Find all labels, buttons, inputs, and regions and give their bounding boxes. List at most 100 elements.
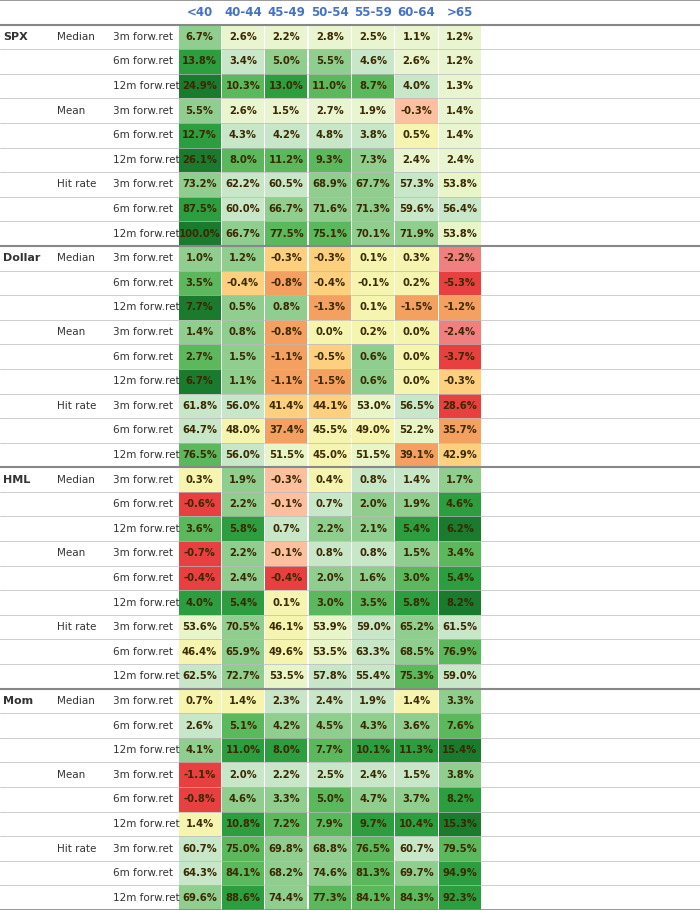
Text: 12m forw.ret: 12m forw.ret xyxy=(113,376,180,386)
Text: 69.7%: 69.7% xyxy=(399,868,434,878)
Text: 2.4%: 2.4% xyxy=(359,770,387,780)
Bar xyxy=(395,468,438,492)
Bar xyxy=(222,197,264,221)
Bar xyxy=(395,885,438,910)
Bar xyxy=(439,221,481,246)
Text: 0.1%: 0.1% xyxy=(272,598,300,608)
Bar xyxy=(352,763,394,787)
Text: 0.1%: 0.1% xyxy=(359,253,387,263)
Text: 62.2%: 62.2% xyxy=(225,179,260,189)
Bar xyxy=(352,369,394,393)
Bar xyxy=(352,566,394,591)
Text: 0.3%: 0.3% xyxy=(186,475,214,485)
Text: 2.4%: 2.4% xyxy=(316,696,344,706)
Text: 7.7%: 7.7% xyxy=(186,302,214,312)
Bar xyxy=(395,787,438,812)
Bar xyxy=(178,468,220,492)
Bar xyxy=(439,492,481,517)
Bar xyxy=(395,197,438,221)
Bar xyxy=(222,836,264,861)
Bar xyxy=(309,295,351,319)
Text: 45.5%: 45.5% xyxy=(312,425,347,435)
Text: 6m forw.ret: 6m forw.ret xyxy=(113,647,174,657)
Text: 10.4%: 10.4% xyxy=(399,819,434,829)
Text: 66.7%: 66.7% xyxy=(269,204,304,214)
Bar xyxy=(395,492,438,517)
Bar xyxy=(309,713,351,738)
Bar xyxy=(439,344,481,369)
Bar xyxy=(395,738,438,763)
Text: 0.8%: 0.8% xyxy=(359,475,387,485)
Bar xyxy=(395,836,438,861)
Bar xyxy=(439,591,481,615)
Bar xyxy=(439,836,481,861)
Bar xyxy=(265,319,307,344)
Text: 68.8%: 68.8% xyxy=(312,844,347,854)
Bar xyxy=(178,836,220,861)
Text: 9.3%: 9.3% xyxy=(316,155,344,165)
Text: -2.2%: -2.2% xyxy=(444,253,476,263)
Text: 1.4%: 1.4% xyxy=(186,327,214,337)
Bar xyxy=(222,689,264,713)
Bar xyxy=(178,123,220,147)
Bar xyxy=(439,787,481,812)
Text: -0.4%: -0.4% xyxy=(314,278,346,288)
Text: 2.2%: 2.2% xyxy=(272,770,300,780)
Text: 5.4%: 5.4% xyxy=(446,573,474,583)
Text: 3m forw.ret: 3m forw.ret xyxy=(113,106,174,116)
Bar xyxy=(265,861,307,885)
Text: 12m forw.ret: 12m forw.ret xyxy=(113,893,180,903)
Text: 1.2%: 1.2% xyxy=(229,253,257,263)
Text: 1.4%: 1.4% xyxy=(402,475,430,485)
Bar xyxy=(178,664,220,689)
Text: 6m forw.ret: 6m forw.ret xyxy=(113,278,174,288)
Bar xyxy=(222,123,264,147)
Bar xyxy=(309,640,351,664)
Bar xyxy=(309,393,351,418)
Bar xyxy=(309,787,351,812)
Text: 55-59: 55-59 xyxy=(354,5,392,19)
Text: 3m forw.ret: 3m forw.ret xyxy=(113,770,174,780)
Text: -0.1%: -0.1% xyxy=(357,278,389,288)
Text: 57.8%: 57.8% xyxy=(312,672,347,682)
Bar xyxy=(222,270,264,295)
Text: 6.2%: 6.2% xyxy=(446,524,474,534)
Text: 13.0%: 13.0% xyxy=(269,81,304,91)
Text: 76.9%: 76.9% xyxy=(442,647,477,657)
Text: 12m forw.ret: 12m forw.ret xyxy=(113,81,180,91)
Text: 76.5%: 76.5% xyxy=(182,450,217,460)
Text: 6m forw.ret: 6m forw.ret xyxy=(113,721,174,731)
Text: 8.2%: 8.2% xyxy=(446,598,474,608)
Text: 45.0%: 45.0% xyxy=(312,450,347,460)
Text: 7.3%: 7.3% xyxy=(359,155,387,165)
Bar xyxy=(352,836,394,861)
Text: 64.7%: 64.7% xyxy=(182,425,217,435)
Text: 70.1%: 70.1% xyxy=(356,228,391,238)
Text: 3m forw.ret: 3m forw.ret xyxy=(113,549,174,559)
Bar xyxy=(439,295,481,319)
Bar xyxy=(265,468,307,492)
Bar xyxy=(395,418,438,442)
Bar xyxy=(178,763,220,787)
Text: 56.4%: 56.4% xyxy=(442,204,477,214)
Text: 4.1%: 4.1% xyxy=(186,745,214,755)
Text: Median: Median xyxy=(57,475,95,485)
Text: 50-54: 50-54 xyxy=(311,5,349,19)
Bar xyxy=(178,689,220,713)
Text: 75.0%: 75.0% xyxy=(225,844,260,854)
Bar xyxy=(395,393,438,418)
Text: 53.5%: 53.5% xyxy=(269,672,304,682)
Bar xyxy=(309,197,351,221)
Text: 3m forw.ret: 3m forw.ret xyxy=(113,400,174,410)
Text: -0.4%: -0.4% xyxy=(270,573,302,583)
Text: 2.0%: 2.0% xyxy=(229,770,257,780)
Bar xyxy=(222,344,264,369)
Text: Mean: Mean xyxy=(57,549,85,559)
Bar xyxy=(222,49,264,74)
Text: -0.3%: -0.3% xyxy=(444,376,476,386)
Bar xyxy=(352,221,394,246)
Bar xyxy=(395,591,438,615)
Bar xyxy=(222,468,264,492)
Text: 7.2%: 7.2% xyxy=(272,819,300,829)
Text: 1.9%: 1.9% xyxy=(359,696,387,706)
